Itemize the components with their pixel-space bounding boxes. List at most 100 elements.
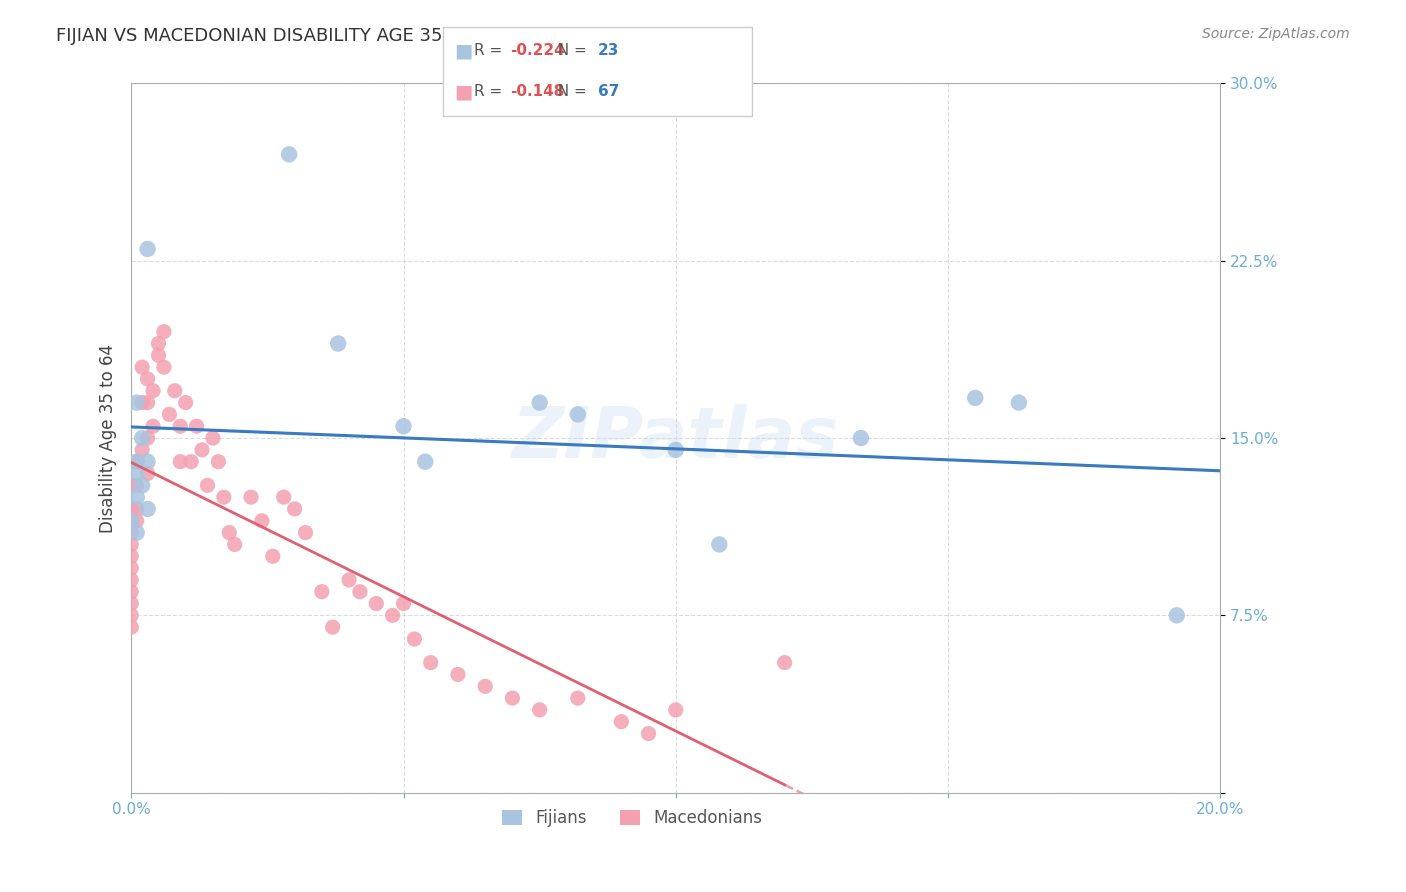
Text: Source: ZipAtlas.com: Source: ZipAtlas.com	[1202, 27, 1350, 41]
Macedonians	[136, 395, 159, 409]
Macedonians	[148, 336, 170, 351]
Macedonians	[322, 620, 344, 634]
Fijians	[965, 391, 987, 405]
Macedonians	[120, 597, 142, 611]
Fijians	[328, 336, 350, 351]
Macedonians	[529, 703, 551, 717]
Macedonians	[120, 561, 142, 575]
Text: ZIPatlas: ZIPatlas	[512, 403, 839, 473]
Macedonians	[665, 703, 688, 717]
Macedonians	[610, 714, 633, 729]
Macedonians	[125, 478, 148, 492]
Text: ■: ■	[454, 82, 472, 102]
Macedonians	[142, 419, 165, 434]
Fijians	[125, 395, 148, 409]
Text: 67: 67	[598, 85, 619, 99]
Fijians	[529, 395, 551, 409]
Macedonians	[294, 525, 316, 540]
Macedonians	[218, 525, 240, 540]
Macedonians	[262, 549, 284, 564]
Macedonians	[120, 549, 142, 564]
Macedonians	[169, 419, 191, 434]
Macedonians	[240, 490, 263, 504]
Fijians	[125, 525, 148, 540]
Macedonians	[447, 667, 470, 681]
Text: N =: N =	[548, 44, 592, 58]
Text: FIJIAN VS MACEDONIAN DISABILITY AGE 35 TO 64 CORRELATION CHART: FIJIAN VS MACEDONIAN DISABILITY AGE 35 T…	[56, 27, 703, 45]
Text: ■: ■	[454, 41, 472, 61]
Macedonians	[224, 537, 246, 551]
Macedonians	[773, 656, 796, 670]
Text: 23: 23	[598, 44, 619, 58]
Macedonians	[153, 360, 176, 375]
Macedonians	[120, 514, 142, 528]
Macedonians	[284, 502, 307, 516]
Macedonians	[125, 502, 148, 516]
Y-axis label: Disability Age 35 to 64: Disability Age 35 to 64	[100, 343, 117, 533]
Fijians	[136, 502, 159, 516]
Macedonians	[120, 620, 142, 634]
Macedonians	[120, 573, 142, 587]
Macedonians	[163, 384, 186, 398]
Macedonians	[153, 325, 176, 339]
Macedonians	[567, 691, 589, 706]
Macedonians	[201, 431, 224, 445]
Legend: Fijians, Macedonians: Fijians, Macedonians	[495, 803, 769, 834]
Macedonians	[131, 395, 153, 409]
Macedonians	[131, 442, 153, 457]
Fijians	[136, 455, 159, 469]
Macedonians	[501, 691, 523, 706]
Fijians	[1008, 395, 1031, 409]
Macedonians	[474, 679, 496, 693]
Macedonians	[120, 502, 142, 516]
Macedonians	[136, 372, 159, 386]
Macedonians	[212, 490, 235, 504]
Text: R =: R =	[474, 44, 508, 58]
Macedonians	[120, 537, 142, 551]
Fijians	[131, 431, 153, 445]
Fijians	[413, 455, 436, 469]
Macedonians	[404, 632, 426, 646]
Fijians	[136, 242, 159, 256]
Macedonians	[207, 455, 229, 469]
Macedonians	[250, 514, 273, 528]
Macedonians	[381, 608, 404, 623]
Macedonians	[637, 726, 659, 740]
Fijians	[125, 455, 148, 469]
Macedonians	[120, 525, 142, 540]
Macedonians	[366, 597, 388, 611]
Macedonians	[136, 431, 159, 445]
Macedonians	[125, 514, 148, 528]
Text: R =: R =	[474, 85, 508, 99]
Text: -0.148: -0.148	[510, 85, 565, 99]
Fijians	[1166, 608, 1188, 623]
Text: -0.224: -0.224	[510, 44, 565, 58]
Fijians	[125, 490, 148, 504]
Macedonians	[157, 408, 180, 422]
Macedonians	[136, 467, 159, 481]
Macedonians	[311, 584, 333, 599]
Macedonians	[349, 584, 371, 599]
Macedonians	[392, 597, 415, 611]
Macedonians	[180, 455, 202, 469]
Fijians	[392, 419, 415, 434]
Fijians	[849, 431, 872, 445]
Macedonians	[174, 395, 197, 409]
Macedonians	[337, 573, 360, 587]
Fijians	[120, 514, 142, 528]
Macedonians	[148, 348, 170, 362]
Macedonians	[191, 442, 214, 457]
Fijians	[278, 147, 301, 161]
Macedonians	[169, 455, 191, 469]
Macedonians	[125, 455, 148, 469]
Macedonians	[131, 360, 153, 375]
Macedonians	[273, 490, 295, 504]
Macedonians	[120, 478, 142, 492]
Macedonians	[120, 584, 142, 599]
Macedonians	[120, 608, 142, 623]
Fijians	[665, 442, 688, 457]
Fijians	[709, 537, 731, 551]
Macedonians	[197, 478, 219, 492]
Text: N =: N =	[548, 85, 592, 99]
Macedonians	[142, 384, 165, 398]
